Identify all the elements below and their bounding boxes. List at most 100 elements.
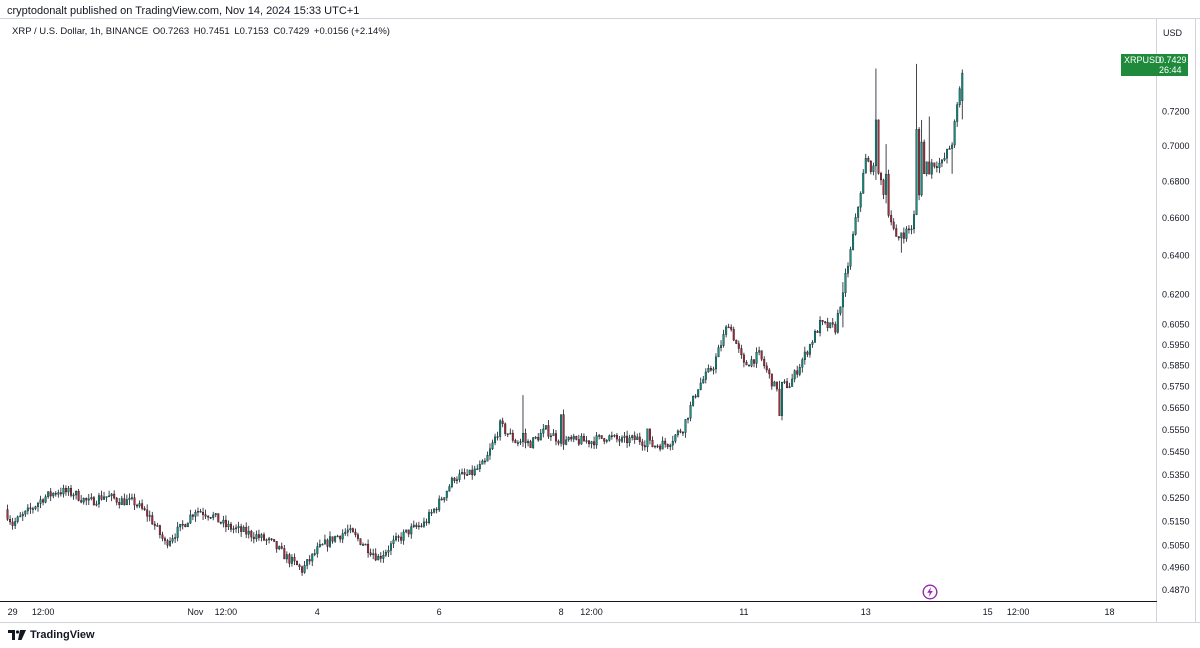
candle [885, 144, 888, 204]
candle [72, 492, 75, 500]
candle [684, 419, 687, 438]
candle [374, 548, 377, 562]
y-tick-label: 0.7200 [1162, 106, 1190, 116]
candle [278, 545, 281, 551]
candle [181, 520, 184, 530]
candle [412, 520, 415, 528]
candle [397, 534, 400, 542]
candle [453, 476, 456, 484]
candle [148, 510, 151, 522]
candle [285, 551, 288, 564]
candle [725, 324, 728, 338]
candle [125, 494, 128, 506]
candle [801, 357, 804, 373]
tradingview-brand[interactable]: TradingView [8, 628, 95, 642]
lightning-icon[interactable] [922, 584, 938, 600]
candle [527, 439, 530, 447]
candle [92, 496, 95, 506]
candle [857, 206, 860, 223]
legend-high: H0.7451 [193, 26, 230, 37]
y-tick-label: 0.5750 [1162, 382, 1190, 392]
candle [714, 353, 717, 374]
candle [171, 534, 174, 544]
candle [786, 378, 789, 389]
candle [869, 159, 872, 175]
candle [529, 439, 532, 448]
candle [664, 437, 667, 448]
candle [552, 429, 555, 437]
candle [621, 435, 624, 444]
candle [494, 433, 497, 446]
candle [516, 440, 519, 447]
candle [887, 169, 890, 218]
candle [681, 430, 684, 436]
candle [765, 362, 768, 373]
candle [224, 515, 227, 533]
x-tick-label: 12:00 [215, 607, 238, 617]
candle [349, 524, 352, 534]
candle [562, 409, 565, 450]
candle [605, 439, 608, 444]
candle [463, 468, 466, 480]
y-tick-label: 0.5350 [1162, 470, 1190, 480]
candle [671, 435, 674, 450]
candle [704, 368, 707, 384]
candle [255, 530, 258, 542]
candle [633, 431, 636, 444]
price-tag-symbol: XRPUSD [1124, 55, 1162, 65]
candle [90, 493, 93, 501]
candle [588, 440, 590, 448]
legend-symbol[interactable]: XRP / U.S. Dollar, 1h, BINANCE [12, 26, 149, 37]
candle [191, 513, 194, 521]
candle [252, 532, 255, 544]
candle [186, 522, 189, 528]
candle [847, 262, 849, 278]
candle [735, 339, 738, 344]
publish-caption: cryptodonalt published on TradingView.co… [7, 5, 360, 17]
candle [666, 443, 669, 450]
candle [806, 350, 809, 358]
candle [420, 523, 423, 528]
candle [519, 438, 522, 446]
candle [229, 521, 232, 533]
candle [130, 493, 133, 501]
candle [951, 142, 954, 174]
candle [288, 552, 291, 568]
candle [547, 420, 550, 439]
candle [788, 382, 791, 389]
candle [219, 521, 222, 525]
candle [532, 437, 535, 449]
candle [849, 246, 852, 270]
x-tick-label: 12:00 [32, 607, 55, 617]
candle [618, 436, 621, 447]
candle [359, 538, 362, 546]
candle [153, 521, 156, 530]
candle [331, 536, 334, 544]
y-tick-label: 0.4960 [1162, 562, 1190, 572]
candle [466, 469, 469, 477]
candle [166, 538, 169, 549]
candle [301, 565, 304, 576]
candle [443, 497, 446, 503]
candle [196, 507, 199, 517]
candle [661, 436, 664, 450]
candle [773, 380, 776, 387]
currency-label[interactable]: USD [1163, 28, 1183, 38]
candle [103, 491, 106, 501]
candle [854, 213, 857, 236]
candle [709, 365, 712, 372]
candle [179, 523, 182, 532]
candle [674, 434, 677, 444]
candle [372, 548, 375, 560]
candle [306, 559, 309, 570]
candle [598, 433, 601, 440]
candle [14, 517, 17, 530]
candle [311, 553, 314, 567]
candle [161, 531, 164, 542]
candle [273, 539, 276, 543]
candle [384, 549, 387, 557]
candle [877, 119, 880, 175]
candle [334, 535, 337, 543]
candle [956, 102, 959, 127]
